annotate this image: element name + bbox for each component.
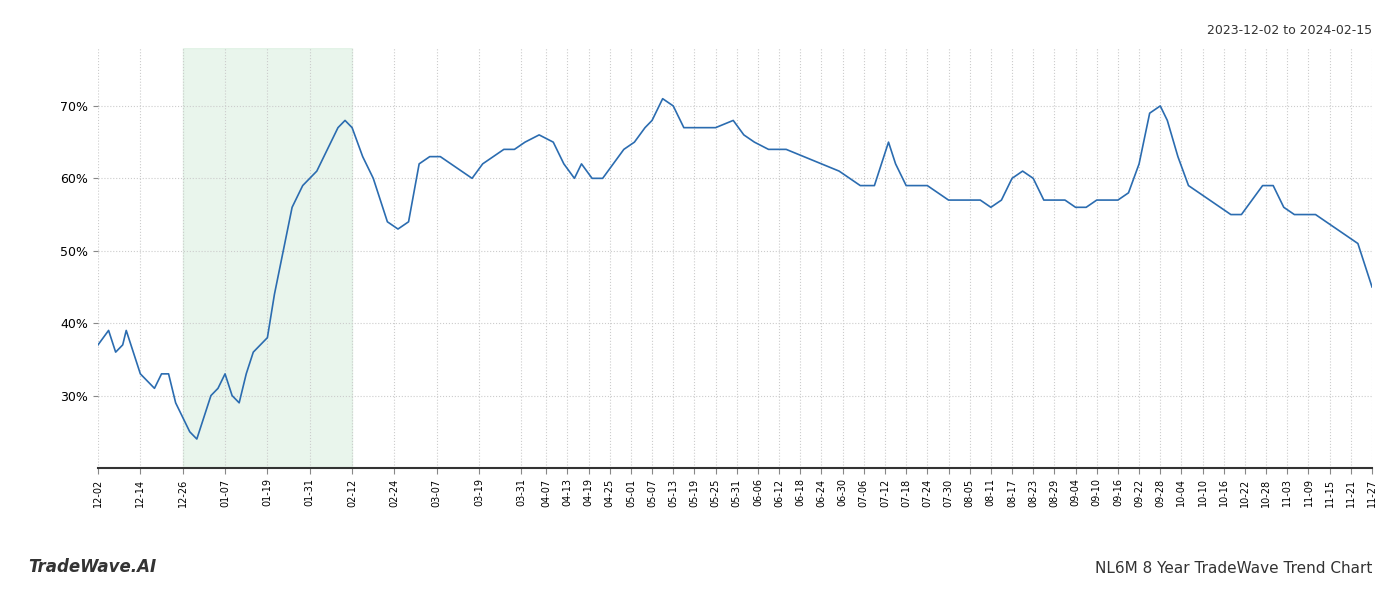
Text: TradeWave.AI: TradeWave.AI (28, 558, 157, 576)
Text: 2023-12-02 to 2024-02-15: 2023-12-02 to 2024-02-15 (1207, 24, 1372, 37)
Bar (182, 48, 351, 468)
Text: NL6M 8 Year TradeWave Trend Chart: NL6M 8 Year TradeWave Trend Chart (1095, 561, 1372, 576)
